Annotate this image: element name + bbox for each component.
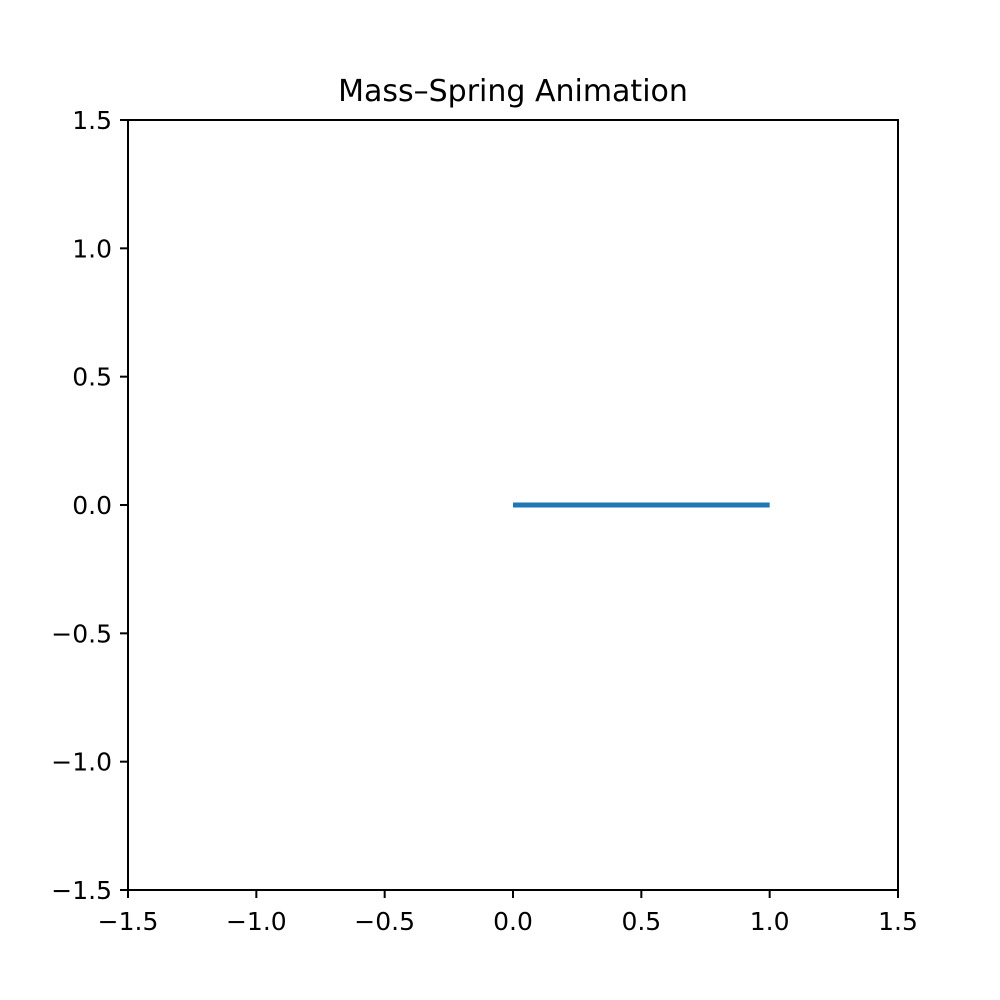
x-tick-label: 0.5	[621, 907, 661, 936]
x-axis-ticks: −1.5 −1.0 −0.5 0.0 0.5 1.0 1.5	[98, 890, 918, 936]
y-tick-label: 1.5	[72, 106, 112, 135]
y-tick-label: −1.5	[51, 876, 112, 905]
chart-title: Mass–Spring Animation	[338, 74, 688, 109]
x-tick-label: 1.0	[750, 907, 790, 936]
x-tick-label: 1.5	[878, 907, 918, 936]
y-tick-label: 0.0	[72, 491, 112, 520]
x-tick-label: 0.0	[493, 907, 533, 936]
y-tick-label: 1.0	[72, 234, 112, 263]
y-tick-label: 0.5	[72, 363, 112, 392]
x-tick-label: −1.0	[226, 907, 287, 936]
y-tick-label: −1.0	[51, 748, 112, 777]
y-tick-label: −0.5	[51, 619, 112, 648]
x-tick-label: −0.5	[354, 907, 415, 936]
y-axis-ticks: −1.5 −1.0 −0.5 0.0 0.5 1.0 1.5	[51, 106, 128, 905]
x-tick-label: −1.5	[98, 907, 159, 936]
